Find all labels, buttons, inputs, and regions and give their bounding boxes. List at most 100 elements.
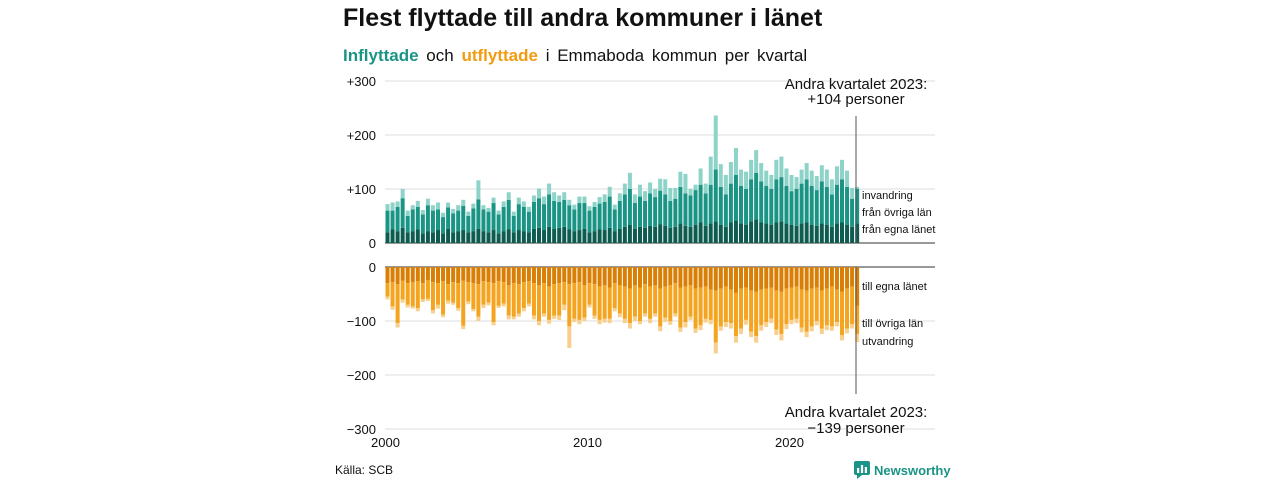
bar-in-ovriga (390, 210, 395, 230)
bar-in-invandring (749, 159, 754, 180)
bar-out-ovriga (683, 286, 688, 323)
subtitle-och: och (426, 46, 454, 65)
bar-out-egna (850, 267, 855, 287)
bar-in-invandring (436, 202, 440, 210)
bar-in-ovriga (451, 213, 456, 233)
bar-in-ovriga (688, 195, 693, 227)
bar-in-egna (834, 223, 839, 243)
bar-out-ovriga (799, 289, 804, 328)
bar-in-ovriga (749, 179, 754, 222)
bar-in-egna (612, 231, 617, 243)
bar-in-ovriga (809, 185, 814, 225)
bar-out-egna (744, 267, 749, 288)
annotations: Andra kvartalet 2023:+104 personerAndra … (785, 76, 928, 437)
bar-out-ovriga (521, 282, 526, 309)
bar-out-ovriga (516, 284, 521, 314)
y-tick-label-bottom: 0 (369, 260, 376, 275)
y-tick-label-bottom: −100 (347, 314, 376, 329)
bar-in-invandring (834, 166, 839, 185)
bar-out-ovriga (582, 285, 587, 318)
bar-out-ovriga (436, 283, 440, 305)
bar-out-ovriga (425, 279, 430, 299)
bar-out-ovriga (542, 283, 547, 314)
bar-out-egna (703, 267, 708, 287)
bar-out-egna (441, 267, 446, 282)
bar-out-utvandring (632, 316, 637, 321)
bar-out-egna (708, 267, 713, 290)
bar-in-invandring (385, 204, 390, 211)
bar-in-invandring (723, 174, 728, 195)
bar-out-utvandring (779, 333, 784, 341)
bar-in-ovriga (713, 169, 718, 222)
bar-out-egna (451, 267, 456, 283)
bar-out-egna (385, 267, 390, 284)
bar-in-egna (481, 231, 486, 243)
bar-out-utvandring (653, 313, 658, 317)
bar-out-ovriga (728, 289, 733, 324)
bar-out-ovriga (491, 283, 496, 323)
bar-in-egna (829, 226, 834, 243)
bar-in-egna (385, 232, 390, 243)
bar-out-ovriga (471, 283, 476, 310)
bar-out-ovriga (824, 288, 829, 326)
bar-in-invandring (774, 159, 779, 180)
bar-out-utvandring (850, 324, 855, 329)
bar-out-utvandring (587, 304, 592, 308)
bar-out-ovriga (688, 285, 693, 317)
chart-title: Flest flyttade till andra kommuner i län… (343, 4, 823, 32)
bar-in-invandring (572, 204, 577, 210)
bar-in-ovriga (723, 194, 728, 227)
bar-in-invandring (855, 186, 860, 189)
bar-in-invandring (688, 189, 693, 196)
bar-in-egna (400, 227, 405, 243)
bar-in-ovriga (840, 179, 844, 223)
bar-out-egna (496, 267, 501, 282)
bar-in-egna (638, 226, 642, 243)
bar-out-ovriga (572, 283, 577, 319)
bar-in-invandring (430, 205, 435, 211)
inflow-bars (385, 115, 860, 243)
bar-in-egna (779, 221, 784, 243)
bar-in-egna (809, 224, 814, 243)
bar-in-egna (840, 222, 844, 243)
bar-in-invandring (486, 207, 491, 212)
bar-in-invandring (607, 186, 612, 197)
bar-in-invandring (693, 184, 698, 191)
bar-in-invandring (703, 183, 708, 194)
bar-out-ovriga (673, 283, 678, 314)
bar-in-ovriga (446, 207, 451, 229)
bar-out-egna (809, 267, 814, 289)
bar-in-egna (794, 225, 799, 243)
bar-out-ovriga (466, 282, 471, 302)
bar-in-invandring (799, 169, 804, 184)
bar-out-utvandring (531, 315, 536, 320)
bar-in-egna (845, 224, 850, 243)
bar-out-utvandring (668, 321, 673, 325)
bar-out-egna (678, 267, 683, 288)
bar-out-ovriga (456, 283, 461, 309)
bar-in-egna (420, 233, 425, 243)
bar-out-utvandring (845, 328, 850, 334)
bar-in-egna (643, 227, 648, 243)
bar-in-ovriga (506, 199, 511, 230)
bar-out-egna (759, 267, 764, 290)
bar-out-ovriga (814, 287, 819, 321)
bar-out-utvandring (405, 304, 410, 308)
bar-in-invandring (733, 147, 738, 175)
bar-in-invandring (587, 206, 592, 211)
bar-out-ovriga (698, 287, 703, 326)
bar-out-utvandring (728, 323, 733, 329)
bar-in-ovriga (405, 216, 410, 233)
bar-in-ovriga (420, 214, 425, 234)
bar-in-ovriga (592, 206, 597, 232)
bar-out-ovriga (451, 282, 456, 303)
bar-out-egna (774, 267, 779, 291)
bar-in-invandring (410, 205, 415, 210)
bar-out-utvandring (764, 322, 769, 327)
bar-in-ovriga (728, 183, 733, 223)
subtitle-rest: i Emmaboda kommun per kvartal (545, 46, 808, 65)
bar-out-utvandring (597, 319, 602, 325)
bar-in-ovriga (733, 174, 738, 221)
bar-out-egna (405, 267, 410, 284)
bar-in-egna (658, 224, 663, 243)
